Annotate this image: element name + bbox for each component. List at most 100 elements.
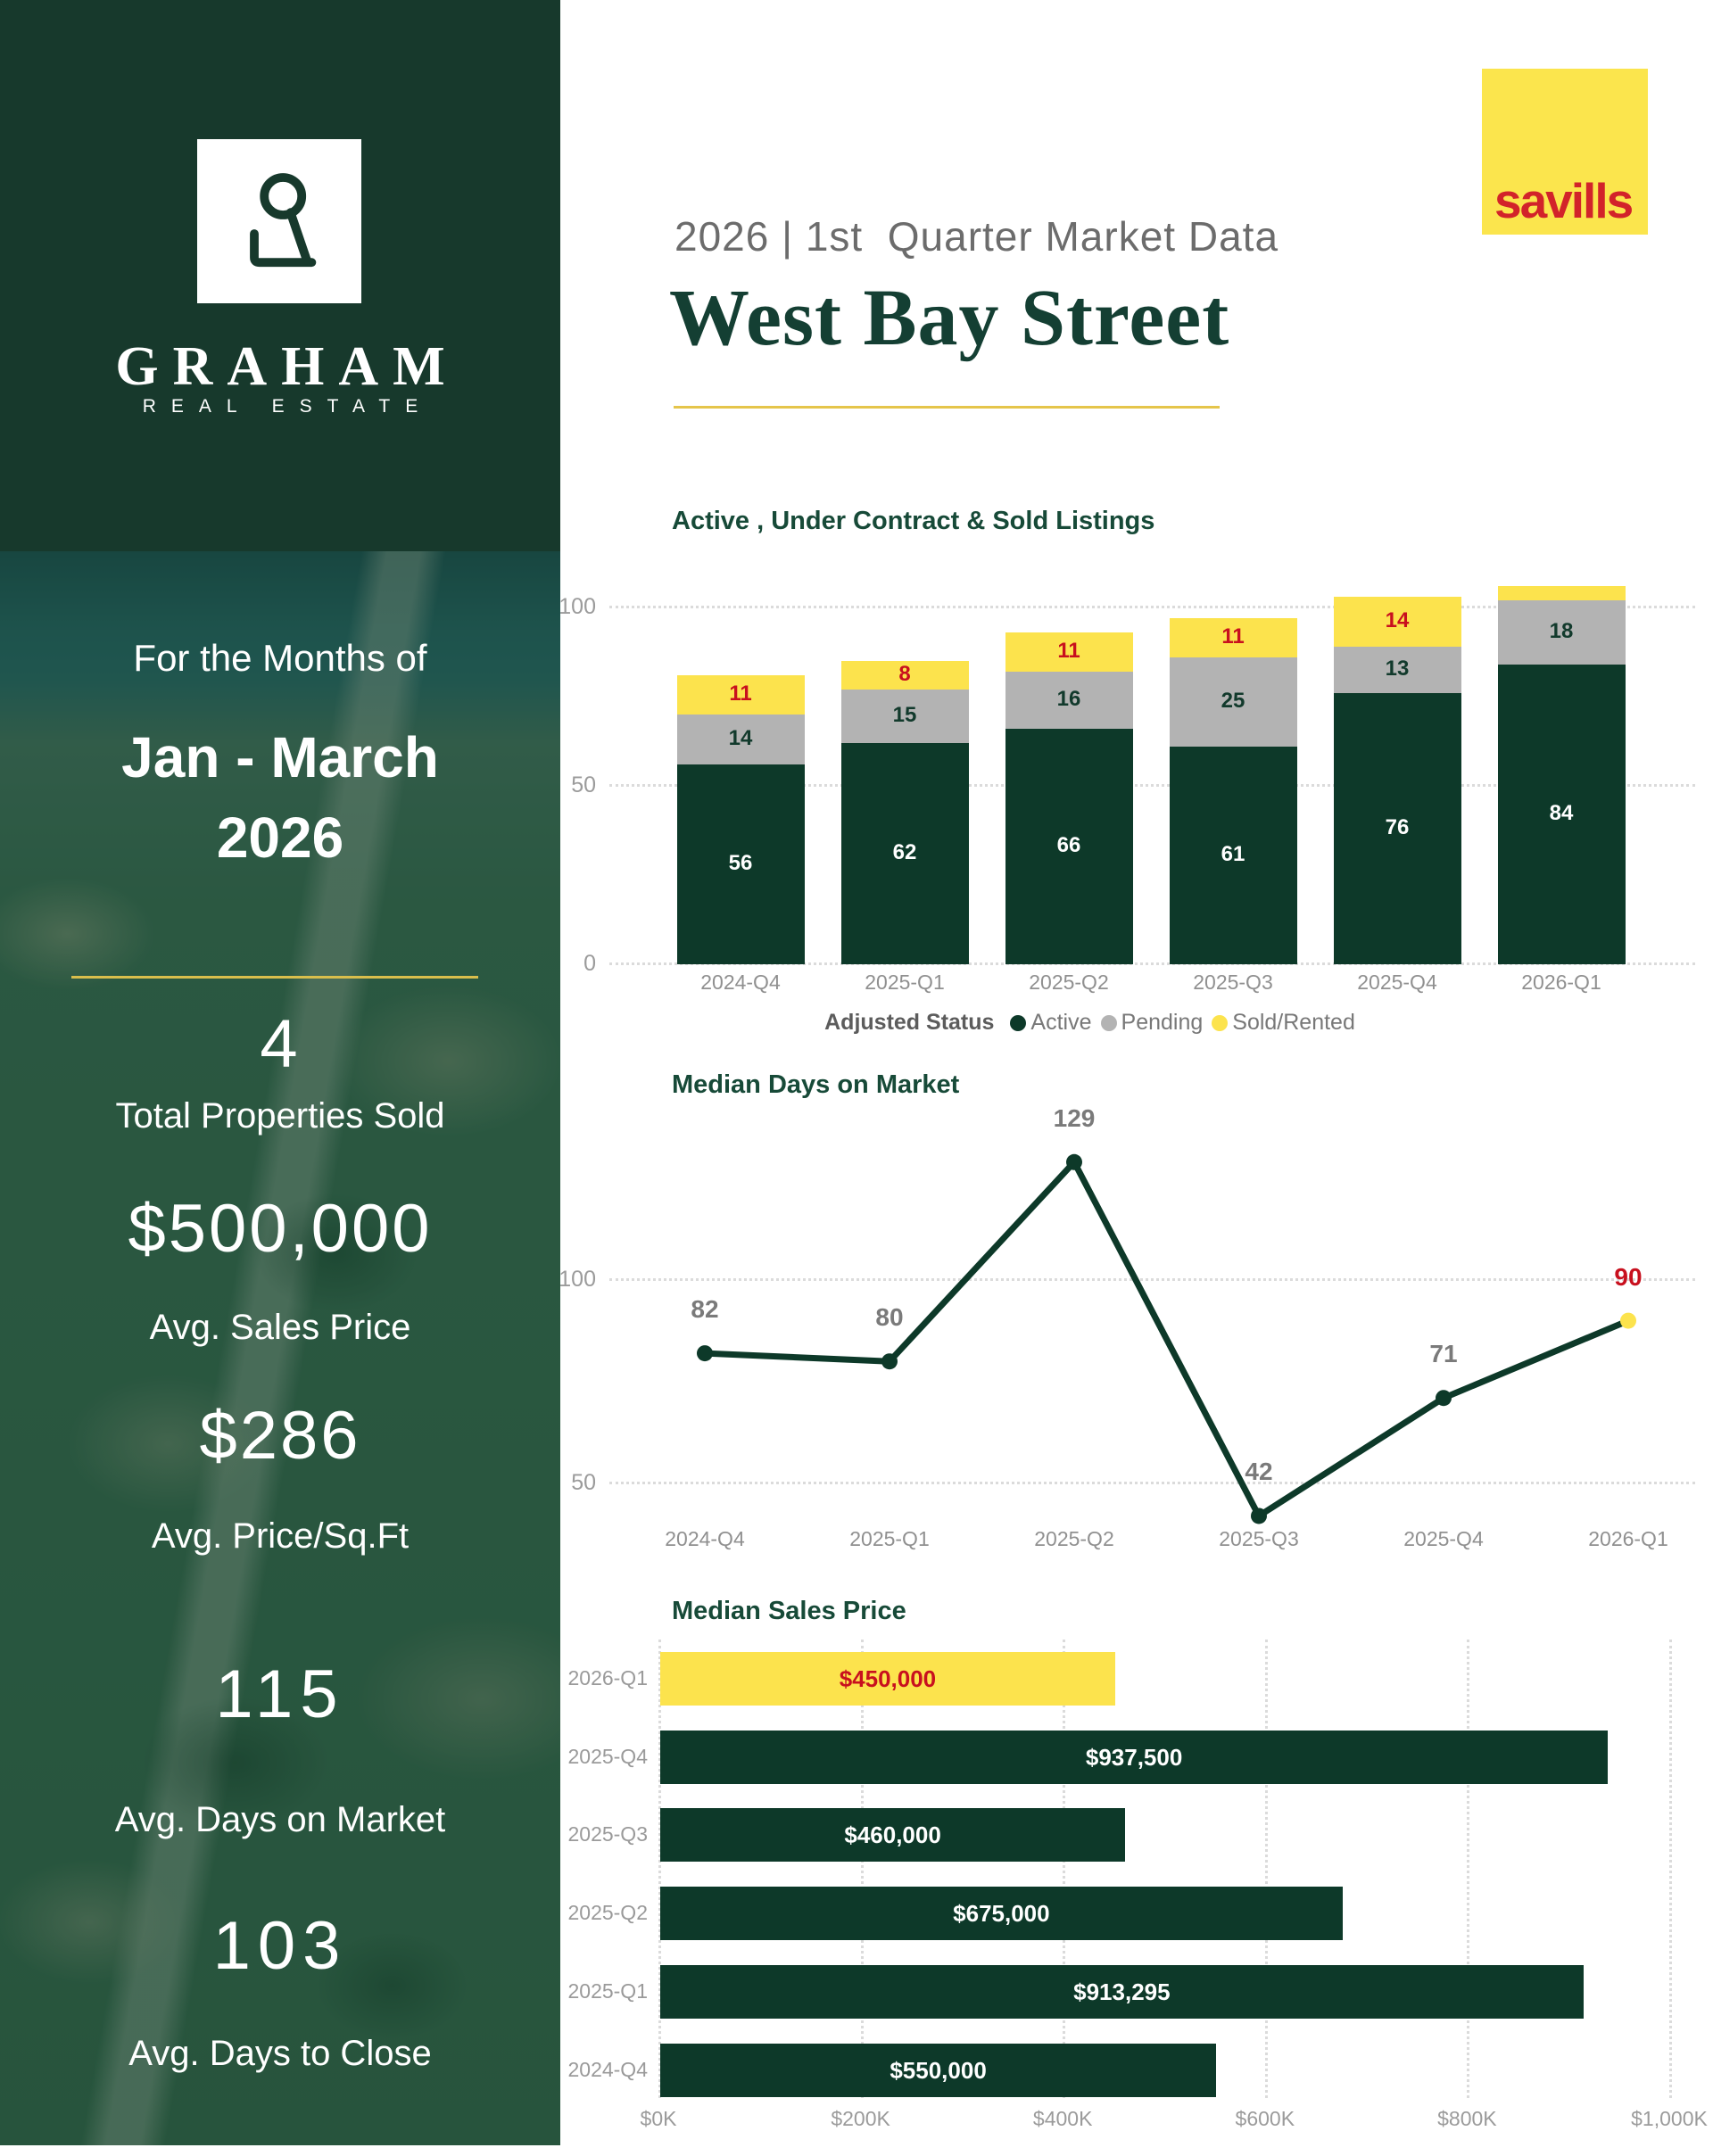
x-axis-category-label: 2025-Q1	[849, 1527, 930, 1550]
sidebar: GRAHAM REAL ESTATE For the Months of Jan…	[0, 0, 560, 2145]
gridline	[609, 784, 1695, 787]
gridline	[860, 1640, 864, 2098]
bar-segment-pending-2024-Q4	[676, 715, 805, 764]
gridline	[609, 606, 1695, 608]
bar-segment-sold-rented-2025-Q2	[1005, 632, 1133, 672]
hbar-chart-title: Median Sales Price	[672, 1597, 906, 1625]
data-point-label: 42	[1245, 1458, 1273, 1486]
brand-tagline: REAL ESTATE	[142, 396, 434, 417]
stat-avg-days-to-close-label: Avg. Days to Close	[128, 2034, 432, 2073]
x-axis-category-label: 2025-Q2	[1029, 971, 1109, 994]
bar-segment-value-label: 66	[1056, 833, 1081, 857]
stat-total-properties-sold-label: Total Properties Sold	[115, 1096, 445, 1136]
x-axis-category-label: 2025-Q3	[1219, 1527, 1299, 1550]
x-axis-tick-label: $400K	[1032, 2107, 1093, 2130]
bar-segment-sold-rented-2025-Q3	[1169, 618, 1297, 657]
period-months: Jan - March	[121, 725, 439, 789]
bar-segment-value-label: 11	[1057, 639, 1080, 663]
bar-segment-active-2025-Q2	[1005, 729, 1133, 964]
bar-segment-pending-2025-Q1	[840, 690, 969, 743]
title-underline	[674, 406, 1220, 409]
x-axis-category-label: 2026-Q1	[1588, 1527, 1668, 1550]
hbar-value-label: $460,000	[844, 1821, 941, 1849]
x-axis-category-label: 2024-Q4	[665, 1527, 745, 1550]
page-title: West Bay Street	[669, 274, 1230, 362]
gridline	[1669, 1640, 1672, 2098]
gridline	[1264, 1640, 1268, 2098]
hbar-2026-Q1	[660, 1652, 1115, 1706]
chart-legend: Adjusted Status Active Pending Sold/Rented	[609, 1010, 1570, 1036]
gridline	[609, 1278, 1695, 1281]
x-axis-category-label: 2025-Q1	[865, 971, 945, 994]
x-axis-tick-label: $0K	[640, 2107, 677, 2130]
x-axis-tick-label: $600K	[1235, 2107, 1295, 2130]
gridline	[1063, 1640, 1066, 2098]
x-axis-tick-label: $200K	[831, 2107, 890, 2130]
bar-segment-active-2025-Q3	[1169, 747, 1297, 964]
hbar-value-label: $937,500	[1085, 1743, 1183, 1771]
stat-avg-days-on-market-value: 115	[215, 1656, 345, 1732]
stat-avg-days-to-close-value: 103	[212, 1908, 348, 1984]
brand-logo	[197, 139, 361, 303]
bar-segment-value-label: 56	[728, 851, 753, 875]
bar-segment-value-label: 16	[1056, 687, 1081, 711]
x-axis-tick-label: $1,000K	[1631, 2107, 1708, 2130]
x-axis-tick-label: $800K	[1437, 2107, 1497, 2130]
brand-logo-block: GRAHAM REAL ESTATE	[0, 0, 560, 551]
x-axis-category-label: 2025-Q2	[1034, 1527, 1114, 1550]
keyhole-icon	[250, 173, 317, 268]
bar-segment-value-label: 15	[892, 703, 917, 727]
gridline	[658, 1640, 661, 2098]
legend-title: Adjusted Status	[824, 1010, 995, 1035]
data-point-label: 80	[875, 1303, 904, 1332]
stat-avg-sales-price-label: Avg. Sales Price	[149, 1308, 411, 1347]
data-point-label: 82	[691, 1295, 719, 1324]
bar-segment-value-label: 11	[729, 681, 752, 706]
bar-segment-pending-2026-Q1	[1497, 600, 1626, 665]
data-point-label: 90	[1614, 1262, 1643, 1291]
bar-segment-sold-rented-2025-Q4	[1333, 597, 1461, 647]
legend-dot-pending	[1100, 1014, 1117, 1031]
bar-segment-value-label: 62	[892, 840, 917, 864]
hbar-2024-Q4	[660, 2043, 1217, 2097]
hbar-value-label: $450,000	[839, 1665, 937, 1692]
legend-dot-sold-rented	[1212, 1014, 1229, 1031]
data-point-label: 129	[1053, 1103, 1096, 1132]
stat-avg-days-on-market-label: Avg. Days on Market	[114, 1800, 446, 1839]
bar-segment-pending-2025-Q2	[1005, 672, 1133, 729]
bar-segment-value-label: 76	[1385, 815, 1410, 839]
hbar-2025-Q2	[660, 1887, 1343, 1941]
bar-segment-sold-rented-2026-Q1	[1497, 586, 1626, 600]
legend-dot-active	[1010, 1014, 1027, 1031]
bar-segment-value-label: 11	[1221, 624, 1245, 648]
line-chart-title: Median Days on Market	[672, 1070, 960, 1099]
hbar-value-label: $675,000	[953, 1900, 1050, 1928]
bar-segment-active-2025-Q1	[840, 743, 969, 964]
bar-segment-value-label: 25	[1221, 689, 1245, 713]
stat-avg-price-sqft-value: $286	[199, 1398, 361, 1474]
period-label: For the Months of	[133, 637, 427, 679]
bar-segment-value-label: 13	[1385, 657, 1410, 681]
data-point-label: 71	[1429, 1340, 1458, 1368]
legend-item-pending: Pending	[1100, 1010, 1203, 1036]
hbar-2025-Q4	[660, 1730, 1609, 1784]
brand-name: GRAHAM	[115, 336, 459, 397]
savills-wordmark: savills	[1494, 173, 1634, 228]
savills-logo: savills	[1482, 69, 1648, 235]
hbar-value-label: $913,295	[1073, 1978, 1171, 2005]
hbar-value-label: $550,000	[890, 2056, 987, 2084]
x-axis-category-label: 2025-Q3	[1193, 971, 1273, 994]
stat-total-properties-sold-value: 4	[260, 1006, 301, 1082]
bar-segment-value-label: 84	[1549, 801, 1574, 825]
bar-segment-pending-2025-Q4	[1333, 647, 1461, 693]
x-axis-category-label: 2025-Q4	[1403, 1527, 1484, 1550]
bar-segment-sold-rented-2025-Q1	[840, 661, 969, 690]
report-subtitle: 2026 | 1st Quarter Market Data	[674, 213, 1279, 260]
bar-segment-value-label: 14	[728, 726, 753, 750]
bar-segment-active-2024-Q4	[676, 764, 805, 964]
hbar-2025-Q3	[660, 1808, 1126, 1863]
bar-segment-value-label: 8	[898, 662, 911, 686]
period-year: 2026	[216, 805, 344, 870]
stacked-bar-chart-title: Active , Under Contract & Sold Listings	[672, 507, 1155, 535]
